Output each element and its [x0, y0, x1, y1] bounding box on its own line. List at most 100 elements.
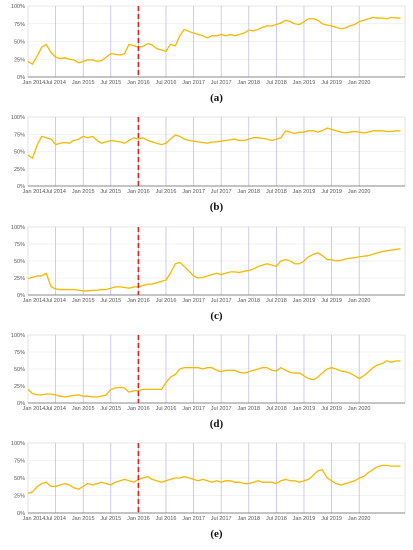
x-tick-label: Jan 2016: [127, 298, 150, 304]
x-tick-label: Jan 2018: [237, 80, 260, 86]
x-tick-label: Jan 2018: [237, 189, 260, 195]
x-tick-label: Jul 2016: [156, 80, 177, 86]
x-tick-label: Jul 2019: [321, 406, 342, 412]
series-line: [27, 248, 401, 292]
y-tick-label: 25%: [14, 167, 25, 173]
series-line: [27, 464, 401, 495]
y-tick-label: 75%: [14, 22, 25, 28]
x-tick-label: Jul 2015: [100, 80, 121, 86]
x-tick-label: Jan 2015: [72, 189, 95, 195]
chart-panel-3: 0% 25% 50% 75% 100% Jan 2014 Jul 2014 Jan 2015 J…: [11, 225, 406, 322]
x-tick-label: Jul 2015: [100, 406, 121, 412]
x-tick-label: Jan 2017: [182, 406, 205, 412]
x-tick-label: Jan 2018: [237, 516, 260, 522]
x-tick-label: Jan 2016: [127, 516, 150, 522]
x-tick-label: Jan 2015: [72, 298, 95, 304]
x-tick-label: Jan 2017: [182, 516, 205, 522]
x-tick-label: Jul 2014: [45, 516, 66, 522]
x-tick-label: Jul 2018: [266, 516, 287, 522]
x-tick-label: Jul 2014: [45, 406, 66, 412]
y-tick-label: 0%: [17, 293, 25, 299]
x-tick-label: Jan 2017: [182, 189, 205, 195]
x-tick-label: Jan 2014: [23, 189, 46, 195]
x-tick-label: Jan 2015: [72, 406, 95, 412]
x-tick-label: Jul 2016: [156, 516, 177, 522]
y-tick-label: 100%: [11, 4, 25, 10]
x-tick-label: Jan 2019: [293, 80, 316, 86]
x-tick-label: Jul 2018: [266, 406, 287, 412]
x-tick-label: Jul 2016: [156, 298, 177, 304]
x-tick-label: Jul 2018: [266, 298, 287, 304]
x-tick-label: Jul 2015: [100, 298, 121, 304]
x-tick-label: Jan 2014: [23, 298, 46, 304]
y-tick-label: 25%: [14, 384, 25, 390]
x-tick-label: Jul 2017: [211, 516, 232, 522]
panel-caption: (d): [210, 418, 224, 430]
x-tick-label: Jul 2014: [45, 80, 66, 86]
y-tick-label: 100%: [11, 441, 25, 447]
y-tick-label: 100%: [11, 115, 25, 121]
x-tick-label: Jul 2016: [156, 189, 177, 195]
series-line: [27, 360, 401, 398]
chart-panel-5: 0% 25% 50% 75% 100% Jan 2014 Jul 2014 Jan 2015 J…: [11, 441, 406, 540]
x-tick-label: Jul 2015: [100, 516, 121, 522]
x-tick-label: Jan 2015: [72, 516, 95, 522]
y-tick-label: 50%: [14, 40, 25, 46]
y-tick-label: 50%: [14, 259, 25, 265]
x-tick-label: Jul 2014: [45, 189, 66, 195]
panel-caption: (e): [210, 528, 223, 540]
x-tick-label: Jul 2016: [156, 406, 177, 412]
x-tick-label: Jan 2015: [72, 80, 95, 86]
x-tick-label: Jul 2018: [266, 189, 287, 195]
x-tick-label: Jul 2014: [45, 298, 66, 304]
panel-caption: (a): [210, 92, 223, 104]
x-tick-label: Jan 2020: [348, 406, 371, 412]
x-tick-label: Jan 2020: [348, 516, 371, 522]
x-tick-label: Jul 2017: [211, 189, 232, 195]
y-tick-label: 100%: [11, 333, 25, 339]
chart-panel-1: 0% 25% 50% 75% 100% Jan 2014 Jul 2014 Jan 2015 J…: [11, 4, 406, 104]
series-line: [27, 16, 401, 65]
x-tick-label: Jan 2019: [293, 189, 316, 195]
y-tick-label: 50%: [14, 150, 25, 156]
y-tick-label: 100%: [11, 225, 25, 231]
y-tick-label: 50%: [14, 476, 25, 482]
y-tick-label: 0%: [17, 511, 25, 517]
y-tick-label: 25%: [14, 276, 25, 282]
x-tick-label: Jul 2019: [321, 516, 342, 522]
x-tick-label: Jul 2019: [321, 298, 342, 304]
y-tick-label: 0%: [17, 401, 25, 407]
x-tick-label: Jan 2019: [293, 516, 316, 522]
x-tick-label: Jul 2019: [321, 80, 342, 86]
panel-caption: (c): [210, 310, 223, 322]
y-tick-label: 50%: [14, 367, 25, 373]
x-tick-label: Jul 2017: [211, 406, 232, 412]
y-tick-label: 0%: [17, 75, 25, 81]
x-tick-label: Jan 2014: [23, 516, 46, 522]
y-tick-label: 75%: [14, 350, 25, 356]
panel-caption: (b): [210, 201, 224, 213]
x-tick-label: Jan 2016: [127, 406, 150, 412]
x-tick-label: Jan 2018: [237, 298, 260, 304]
y-tick-label: 25%: [14, 57, 25, 63]
x-tick-label: Jan 2020: [348, 80, 371, 86]
series-line: [27, 127, 401, 160]
y-tick-label: 25%: [14, 494, 25, 500]
x-tick-label: Jan 2020: [348, 298, 371, 304]
x-tick-label: Jul 2017: [211, 298, 232, 304]
chart-panel-4: 0% 25% 50% 75% 100% Jan 2014 Jul 2014 Jan 2015 J…: [11, 333, 406, 430]
y-tick-label: 75%: [14, 459, 25, 465]
y-tick-label: 75%: [14, 242, 25, 248]
x-tick-label: Jul 2018: [266, 80, 287, 86]
x-tick-label: Jan 2014: [23, 406, 46, 412]
x-tick-label: Jan 2019: [293, 406, 316, 412]
x-tick-label: Jan 2017: [182, 80, 205, 86]
chart-panel-2: 0% 25% 50% 75% 100% Jan 2014 Jul 2014 Jan 2015 J…: [11, 115, 406, 213]
x-tick-label: Jul 2017: [211, 80, 232, 86]
x-tick-label: Jan 2018: [237, 406, 260, 412]
y-tick-label: 75%: [14, 132, 25, 138]
x-tick-label: Jan 2016: [127, 189, 150, 195]
x-tick-label: Jan 2020: [348, 189, 371, 195]
y-tick-label: 0%: [17, 184, 25, 190]
